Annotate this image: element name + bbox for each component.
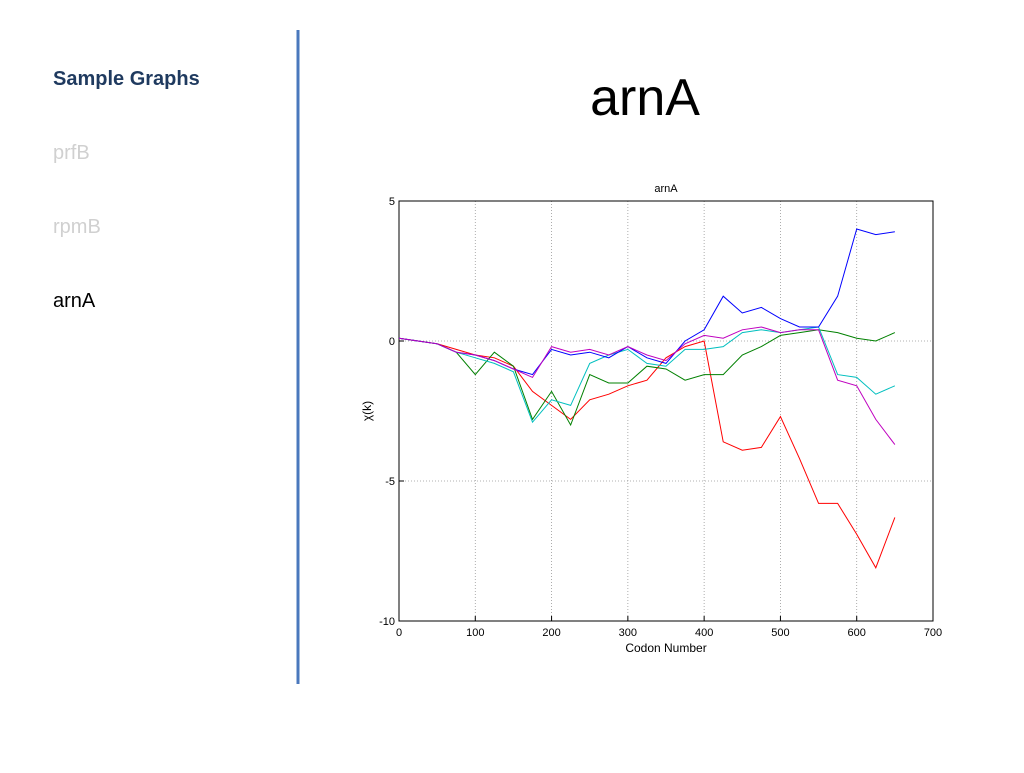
chart-title: arnA bbox=[654, 183, 678, 195]
x-tick-label: 400 bbox=[695, 627, 713, 639]
x-tick-label: 500 bbox=[771, 627, 789, 639]
plot-frame bbox=[398, 200, 934, 622]
x-tick-label: 0 bbox=[396, 627, 402, 639]
x-tick-label: 600 bbox=[848, 627, 866, 639]
x-tick-label: 100 bbox=[466, 627, 484, 639]
chart: 0 100 200 300 400 500 600 700 -10 -5 0 5 arnA Codon N… bbox=[360, 183, 942, 655]
x-axis-label: Codon Number bbox=[625, 641, 706, 655]
slide-title: arnA bbox=[590, 69, 700, 127]
sidebar-item[interactable]: rpmB bbox=[53, 216, 101, 238]
data-line bbox=[398, 326, 896, 424]
sidebar-item[interactable]: prfB bbox=[53, 142, 90, 164]
y-tick-label: -5 bbox=[385, 476, 395, 488]
y-tick-label: 0 bbox=[389, 336, 395, 348]
plot-area bbox=[399, 201, 933, 621]
data-line bbox=[398, 329, 896, 427]
y-tick-label: 5 bbox=[389, 196, 395, 208]
x-tick-label: 200 bbox=[542, 627, 560, 639]
y-axis-label: χ(k) bbox=[360, 401, 374, 421]
x-tick-label: 700 bbox=[924, 627, 942, 639]
data-line bbox=[398, 337, 896, 569]
y-tick-label: -10 bbox=[379, 616, 395, 628]
data-line bbox=[398, 326, 896, 445]
sidebar-heading[interactable]: Sample Graphs bbox=[53, 68, 200, 90]
sidebar-item[interactable]: arnA bbox=[53, 290, 96, 312]
x-tick-label: 300 bbox=[619, 627, 637, 639]
